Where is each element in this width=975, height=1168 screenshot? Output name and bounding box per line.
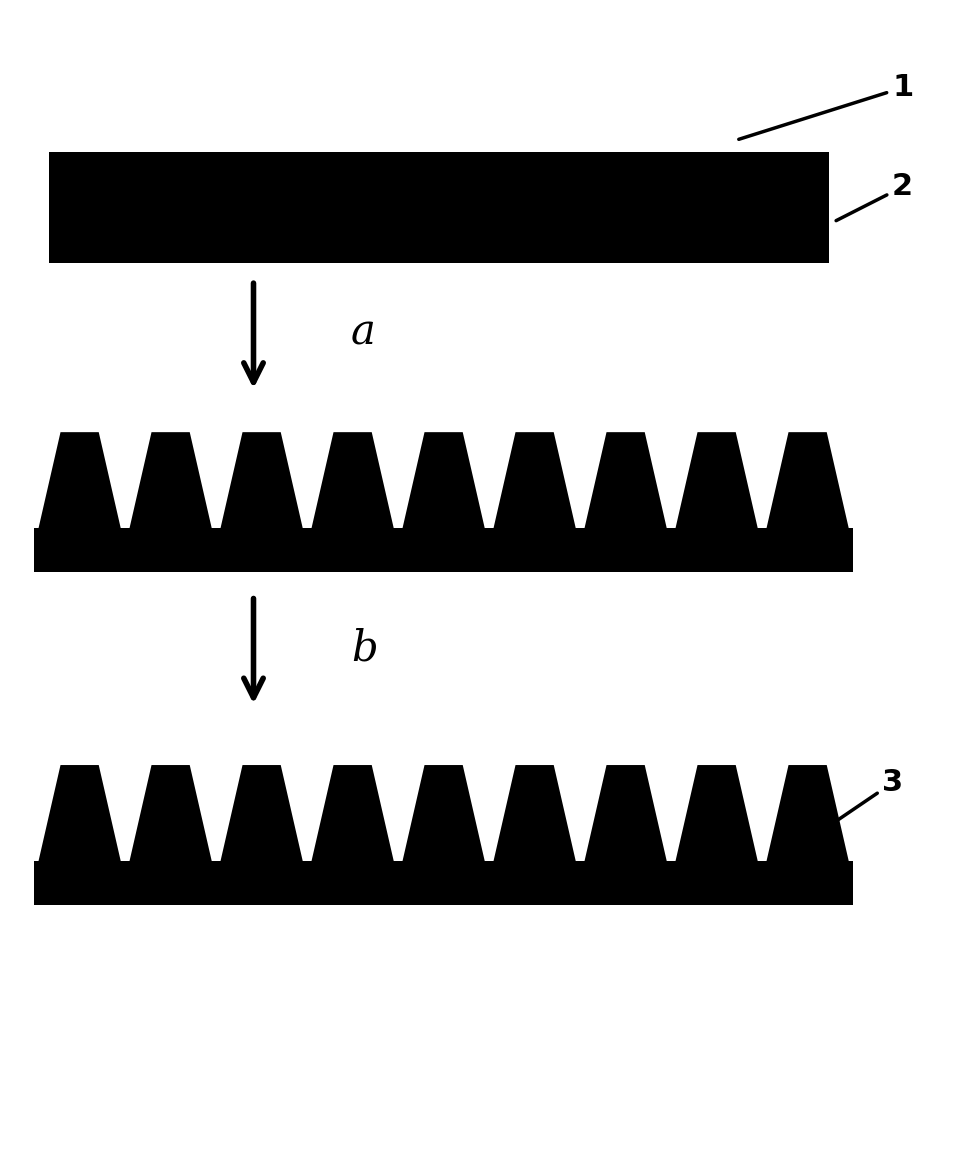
Polygon shape — [675, 765, 759, 864]
Polygon shape — [675, 432, 759, 531]
Polygon shape — [129, 432, 213, 531]
Polygon shape — [402, 432, 486, 531]
Bar — [34, 861, 853, 905]
Polygon shape — [38, 765, 122, 864]
Polygon shape — [129, 765, 213, 864]
Polygon shape — [402, 765, 486, 864]
Polygon shape — [584, 765, 668, 864]
Polygon shape — [311, 432, 395, 531]
Text: a: a — [351, 312, 376, 354]
Polygon shape — [219, 432, 303, 531]
Polygon shape — [219, 765, 303, 864]
Text: b: b — [351, 627, 377, 669]
Polygon shape — [492, 432, 576, 531]
Text: 3: 3 — [792, 769, 904, 851]
Polygon shape — [38, 432, 122, 531]
Bar — [34, 528, 853, 572]
Polygon shape — [765, 765, 849, 864]
Polygon shape — [311, 765, 395, 864]
Bar — [49, 152, 829, 263]
Polygon shape — [492, 765, 576, 864]
Polygon shape — [584, 432, 668, 531]
Text: 2: 2 — [837, 173, 914, 221]
Text: 1: 1 — [739, 74, 914, 139]
Polygon shape — [765, 432, 849, 531]
